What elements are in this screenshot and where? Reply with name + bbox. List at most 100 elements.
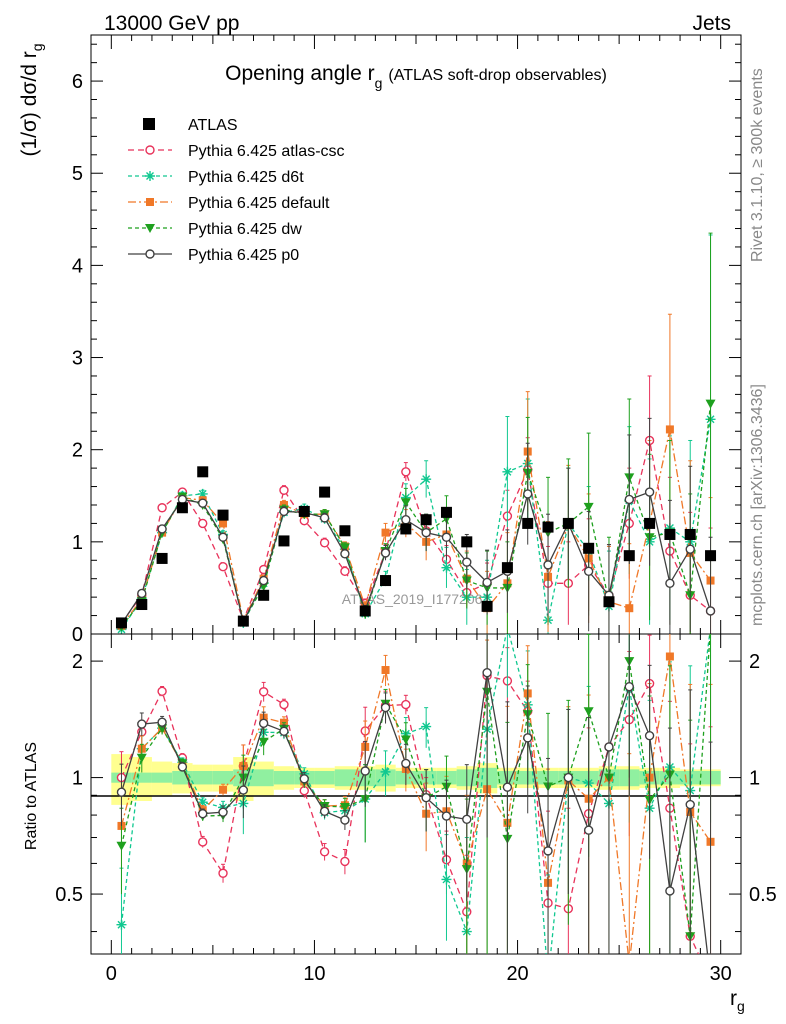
atlas-point <box>278 535 290 547</box>
atlas-point <box>644 517 656 529</box>
series-4-ratio-point <box>604 742 614 752</box>
series-1-ratio-point <box>197 797 208 808</box>
chart-title-sub: g <box>375 75 383 91</box>
atlas-point <box>400 523 412 535</box>
series-2-point <box>381 528 390 537</box>
series-4-point <box>198 498 208 508</box>
series-4-ratio-point <box>543 846 553 856</box>
series-4-ratio-point <box>685 799 695 810</box>
series-1-point <box>441 562 452 573</box>
atlas-point <box>542 521 554 533</box>
x-tick-label: 10 <box>303 963 325 985</box>
y-axis-label-sub: g <box>29 43 45 51</box>
ratio-y-tick-label-right: 1 <box>749 768 760 790</box>
series-1-ratio-point <box>543 975 553 985</box>
series-4-point <box>258 575 269 586</box>
series-0-ratio-point <box>198 837 208 847</box>
series-2-ratio-point <box>381 666 390 675</box>
series-4-ratio-point <box>421 793 431 803</box>
atlas-point <box>176 502 188 514</box>
legend-label: Pythia 6.425 atlas-csc <box>188 143 345 160</box>
series-0-ratio-point <box>258 687 269 697</box>
atlas-point <box>481 600 493 612</box>
chart-title-main: Opening angle r <box>225 62 374 85</box>
series-4-ratio-point <box>218 807 228 817</box>
main-plot: ATLAS_2019_I1772062 0 1 2 3 4 5 6 Opening angl… <box>72 34 742 646</box>
atlas-band-inner <box>253 769 274 787</box>
series-2-point <box>219 519 228 528</box>
atlas-point <box>298 505 310 517</box>
series-4-ratio-point <box>340 815 350 825</box>
x-tick-label: 20 <box>506 963 528 985</box>
chart-title: Opening angle rg (ATLAS soft-drop observa… <box>225 62 607 91</box>
atlas-band-inner <box>212 770 234 785</box>
main-y-tick-label: 0 <box>72 624 83 646</box>
series-3-point <box>705 399 716 409</box>
series-4-ratio-point <box>137 719 147 729</box>
main-y-ticks: 0 1 2 3 4 5 6 <box>72 43 741 646</box>
x-axis-label-sub: g <box>737 998 745 1014</box>
main-y-tick-label: 4 <box>72 255 83 277</box>
legend-marker <box>145 249 155 259</box>
ratio-y-tick-label-right: 0.5 <box>749 884 777 906</box>
series-0-ratio-point <box>319 847 330 857</box>
series-3-point <box>583 502 594 512</box>
site-label-text: mcplots.cern.ch [arXiv:1306.3436] <box>749 384 766 626</box>
series-1-point <box>197 488 208 499</box>
atlas-point <box>339 525 351 537</box>
series-2-ratio-point <box>665 652 674 661</box>
watermark: ATLAS_2019_I1772062 <box>342 591 491 607</box>
process-label: Jets <box>692 12 731 35</box>
atlas-band-inner <box>172 770 193 785</box>
legend-label: Pythia 6.425 default <box>188 195 330 212</box>
series-4-point <box>380 548 391 558</box>
series-0-ratio-line <box>120 674 700 954</box>
legend-marker-atlas <box>143 118 155 130</box>
series-4-ratio-point <box>198 808 208 819</box>
atlas-point <box>136 599 148 611</box>
series-4-point <box>218 532 228 542</box>
series-4-ratio-point <box>441 811 452 821</box>
series-4-point <box>421 527 431 538</box>
ratio-x-ticks: 0 10 20 30 <box>90 634 742 985</box>
series-4-ratio-point <box>116 787 127 797</box>
series-0-point <box>401 467 411 477</box>
atlas-band-inner <box>192 770 213 785</box>
series-3-ratio-line <box>120 634 711 937</box>
atlas-band-inner <box>314 770 335 785</box>
series-4-point <box>401 515 411 525</box>
legend-label-atlas: ATLAS <box>188 117 238 134</box>
series-4-point <box>157 524 167 534</box>
series-4-point <box>624 494 634 505</box>
ratio-series <box>116 634 715 985</box>
series-0-point <box>340 566 350 577</box>
atlas-point <box>197 466 209 478</box>
series-1-point <box>421 474 432 485</box>
series-4-ratio-point <box>177 762 188 772</box>
ratio-y-tick-label: 0.5 <box>55 884 83 906</box>
series-1-main <box>116 234 716 634</box>
atlas-point <box>664 528 676 540</box>
ratio-y-tick-label-right: 2 <box>749 651 760 673</box>
legend-label: Pythia 6.425 p0 <box>188 247 299 264</box>
series-4-ratio-line <box>120 672 709 954</box>
series-4-point <box>665 578 675 589</box>
atlas-band-inner <box>131 772 152 783</box>
series-4-ratio-point <box>523 733 533 743</box>
main-y-tick-label: 3 <box>72 348 83 370</box>
legend-marker <box>145 224 155 233</box>
y-axis-label: (1/σ) dσ/d rg <box>18 43 45 156</box>
series-1-ratio-point <box>380 766 391 777</box>
svg-text:(1/σ) dσ/d rg: (1/σ) dσ/d rg <box>18 43 45 156</box>
legend-label: Pythia 6.425 d6t <box>188 169 304 186</box>
series-3-main <box>116 232 716 634</box>
series-1-ratio-point <box>116 919 127 930</box>
series-1-line <box>120 419 712 630</box>
atlas-point <box>705 550 717 562</box>
series-4-ratio-point <box>360 766 370 776</box>
atlas-data-points <box>115 466 717 629</box>
legend-marker <box>146 198 154 206</box>
series-4-point <box>137 588 147 599</box>
atlas-point <box>380 575 392 587</box>
series-4-point <box>543 560 553 570</box>
